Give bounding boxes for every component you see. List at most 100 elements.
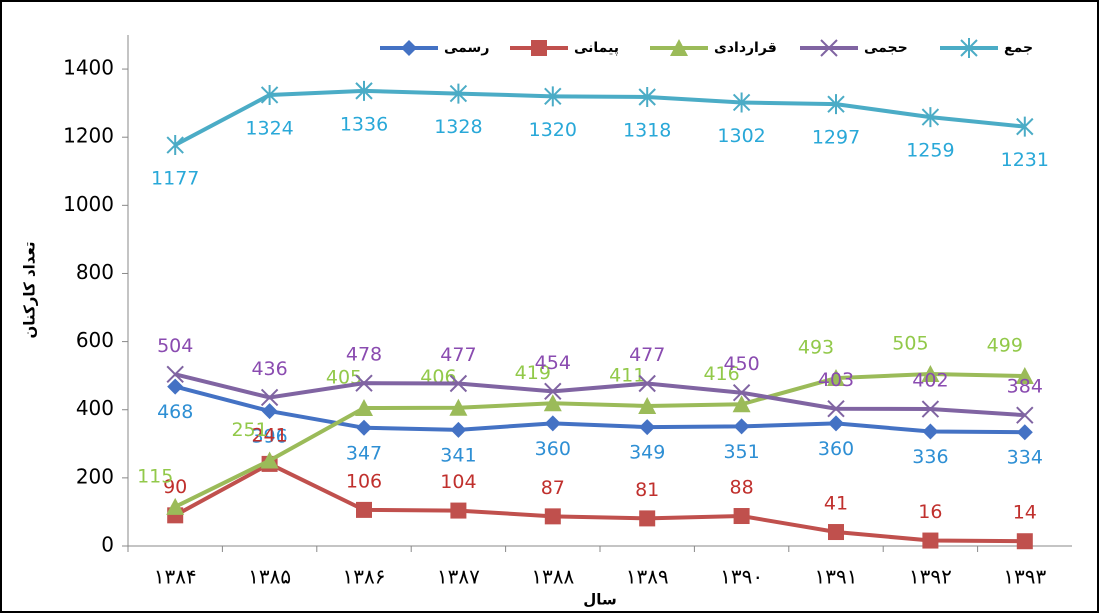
point-marker (921, 364, 940, 382)
point-marker (260, 84, 279, 105)
legend-label: رسمی (444, 40, 489, 56)
data-label: 1177 (151, 168, 199, 190)
data-label: 334 (1007, 447, 1043, 469)
series-line (174, 371, 1025, 509)
data-label: 416 (703, 363, 739, 385)
data-label: 477 (629, 344, 665, 366)
point-marker (355, 80, 373, 101)
point-marker (449, 83, 468, 104)
data-label: 477 (440, 344, 476, 366)
data-label: 341 (440, 444, 476, 466)
data-label: 468 (157, 401, 193, 423)
data-label: 360 (818, 438, 854, 460)
point-marker (450, 502, 467, 519)
point-marker (355, 399, 373, 417)
data-label: 14 (1013, 502, 1037, 524)
legend-label: حجمی (864, 40, 908, 56)
x-tick-label: ۱۳۸۵ (248, 565, 291, 589)
x-tick-label: ۱۳۸۸ (531, 565, 574, 589)
y-tick-label: 800 (76, 260, 114, 284)
legend-label: قراردادی (714, 40, 777, 56)
y-axis-title: تعداد کارکنان (21, 241, 39, 338)
point-marker (449, 374, 468, 393)
legend-label: جمع (1004, 40, 1033, 56)
data-label: 436 (251, 358, 287, 380)
data-label: 41 (824, 493, 848, 515)
point-marker (1015, 367, 1034, 385)
legend-label: پیمانی (574, 40, 619, 56)
legend-marker (670, 39, 688, 56)
point-marker (732, 383, 751, 402)
point-marker (639, 419, 656, 436)
data-label: 403 (818, 369, 854, 391)
x-tick-label: ۱۳۸۶ (343, 565, 386, 589)
data-label: 90 (163, 476, 187, 498)
data-label: 499 (987, 335, 1023, 357)
x-tick-label: ۱۳۹۱ (815, 565, 858, 589)
data-label: 88 (730, 477, 754, 499)
data-label: 1302 (717, 125, 765, 147)
data-label: 349 (629, 442, 665, 464)
point-marker (733, 418, 750, 435)
point-marker (638, 396, 657, 414)
data-label: 478 (346, 344, 382, 366)
point-marker (356, 419, 372, 436)
point-marker (166, 365, 184, 384)
data-label: 241 (251, 424, 287, 446)
point-marker (828, 415, 844, 432)
data-label: 87 (541, 477, 565, 499)
data-label: 104 (440, 471, 476, 493)
x-tick-label: ۱۳۸۴ (154, 565, 197, 589)
series-line (174, 461, 1025, 544)
point-marker (732, 395, 751, 413)
data-label: 419 (515, 362, 551, 384)
point-marker (544, 508, 561, 525)
data-label: 1324 (245, 117, 293, 139)
data-label: 1259 (906, 140, 954, 162)
data-label: 360 (535, 438, 571, 460)
legend-marker (401, 40, 417, 56)
point-marker (732, 92, 751, 113)
point-marker (260, 388, 279, 407)
point-marker (828, 524, 844, 541)
point-marker (638, 374, 656, 393)
point-marker (1016, 406, 1034, 424)
y-tick-label: 1000 (63, 192, 114, 216)
data-label: 1318 (623, 120, 671, 142)
point-marker (922, 423, 939, 440)
point-marker (167, 378, 184, 395)
point-marker (356, 501, 372, 518)
legend-marker (531, 40, 547, 56)
point-marker (544, 415, 561, 432)
point-marker (921, 400, 940, 418)
x-tick-label: ۱۳۸۹ (626, 565, 669, 589)
data-label: 450 (723, 353, 759, 375)
legend-marker (960, 38, 978, 58)
data-label: 1328 (434, 116, 482, 138)
point-marker (922, 532, 939, 549)
point-marker (1016, 116, 1034, 137)
data-label: 106 (346, 470, 382, 492)
data-label: 504 (157, 335, 193, 357)
data-label: 505 (892, 332, 928, 354)
x-tick-label: ۱۳۹۳ (1003, 565, 1046, 589)
data-label: 1320 (529, 119, 577, 141)
point-marker (544, 382, 562, 401)
x-axis-title: سال (583, 591, 616, 609)
point-marker (355, 374, 373, 392)
data-label: 1336 (340, 113, 388, 135)
point-marker (733, 508, 750, 525)
data-label: 115 (137, 465, 173, 487)
point-marker (261, 403, 278, 420)
y-tick-label: 200 (76, 464, 114, 488)
data-label: 1231 (1001, 149, 1049, 171)
data-label: 454 (535, 352, 571, 374)
data-label: 384 (1007, 376, 1043, 398)
y-tick-label: 400 (76, 396, 114, 420)
data-label: 16 (918, 501, 942, 523)
data-label: 81 (635, 479, 659, 501)
data-label: 411 (609, 364, 645, 386)
data-label: 493 (798, 337, 834, 359)
y-tick-label: 600 (76, 328, 114, 352)
